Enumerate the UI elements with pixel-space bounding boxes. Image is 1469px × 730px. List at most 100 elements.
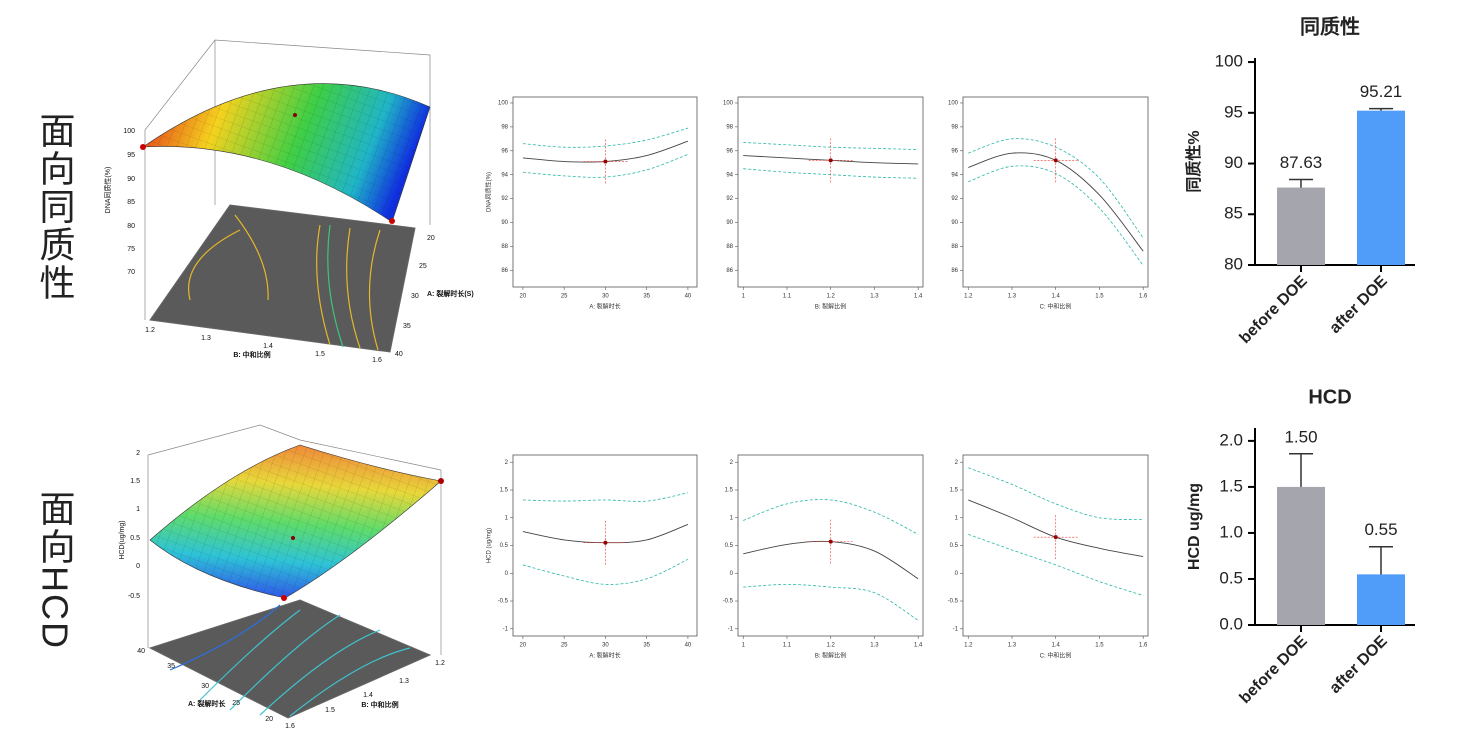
x-tick-label: after DOE [1327, 633, 1391, 697]
y-tick-label: 1.5 [950, 488, 959, 494]
z-tick-label: 1 [136, 506, 140, 513]
x-tick-label: 40 [685, 294, 692, 300]
row-label: 面向HCD [34, 490, 75, 650]
b-tick-label: 1.6 [285, 723, 295, 730]
y-tick-label: 2 [505, 460, 509, 466]
y-tick-label: 2 [955, 460, 959, 466]
x-axis-label: B: 裂解比例 [815, 652, 846, 660]
plot-frame [512, 454, 698, 637]
y-tick-label: 0 [955, 571, 959, 577]
confidence-band [968, 534, 1144, 596]
effect-plot: 1.2 1.3 1.4 1.5 1.6 86 88 90 92 94 96 98 100 C: 中和比例 [948, 96, 1149, 311]
chart-title: HCD [1308, 386, 1351, 408]
y-axis-label: 同质性% [1184, 130, 1203, 192]
b-tick-label: 1.5 [315, 351, 325, 358]
y-tick-label: 85 [1224, 204, 1243, 223]
confidence-band [743, 583, 919, 621]
b-tick-label: 1.6 [372, 357, 382, 364]
confidence-band [968, 467, 1144, 520]
effect-plot: 1 1.1 1.2 1.3 1.4 86 88 90 92 94 96 98 100 B: 裂解比例 [723, 96, 924, 311]
a-tick-label: 20 [427, 235, 435, 242]
y-tick-label: 88 [726, 244, 733, 250]
value-label: 0.55 [1364, 520, 1397, 539]
x-tick-label: 40 [685, 643, 692, 649]
y-tick-label: 1 [730, 515, 734, 521]
error-bar [1289, 178, 1313, 188]
x-tick-label: 1.4 [1052, 643, 1061, 649]
x-tick-label: 1 [742, 643, 746, 649]
effect-plot: 1.2 1.3 1.4 1.5 1.6 -1 -0.5 0 0.5 1 1.5 2 C: 中和比例 [948, 454, 1149, 660]
bar-chart: HCD 0.0 0.5 1.0 1.5 2.0 HCD ug/mg 1.50 before DO… [1186, 386, 1415, 707]
y-tick-label: 98 [501, 124, 508, 130]
a-tick-label: 40 [395, 351, 403, 358]
surface-plot-2 [147, 424, 444, 719]
z-tick-label: 100 [123, 128, 135, 135]
y-tick-label: 80 [1224, 254, 1243, 273]
y-tick-label: 0 [730, 571, 734, 577]
effect-plot: 20 25 30 35 40 86 88 90 92 94 96 98 100 A: 裂解时长 DNA同质性… [485, 96, 698, 311]
x-tick-label: 1.6 [1139, 294, 1148, 300]
y-axis-label: DNA同质性(%) [485, 172, 493, 212]
z-tick-label: 80 [127, 223, 135, 230]
bar-chart: 同质性 80 85 90 95 100 同质性% 87.63 before DOE 95.21 af… [1184, 15, 1415, 347]
y-tick-label: 2.0 [1219, 430, 1243, 449]
y-tick-label: 0.5 [725, 543, 734, 549]
a-axis-label: A: 裂解时长 [188, 699, 226, 708]
y-tick-label: 90 [951, 220, 958, 226]
y-tick-label: 96 [726, 148, 733, 154]
y-tick-label: 95 [1224, 102, 1243, 121]
y-tick-label: 96 [501, 148, 508, 154]
z-tick-label: 2 [136, 450, 140, 457]
plot-frame [962, 454, 1149, 637]
a-tick-label: 25 [419, 263, 427, 270]
y-tick-label: 90 [1224, 153, 1243, 172]
y-tick-label: 100 [498, 101, 509, 107]
x-axis-label: A: 裂解时长 [589, 652, 620, 660]
x-tick-label: after DOE [1327, 273, 1391, 337]
y-tick-label: 98 [726, 124, 733, 130]
y-tick-label: 92 [501, 196, 508, 202]
x-tick-label: 1.1 [783, 643, 792, 649]
x-tick-label: 1.5 [1095, 294, 1104, 300]
b-axis-label: B: 中和比例 [361, 700, 398, 709]
y-tick-label: 90 [726, 220, 733, 226]
x-tick-label: before DOE [1237, 273, 1312, 348]
b-tick-label: 1.2 [145, 327, 155, 334]
y-tick-label: 0 [505, 571, 509, 577]
confidence-band [522, 559, 689, 585]
y-tick-label: 1.5 [500, 488, 509, 494]
b-tick-label: 1.2 [435, 660, 445, 667]
x-tick-label: 1.4 [1052, 294, 1061, 300]
y-tick-label: 92 [951, 196, 958, 202]
x-tick-label: 1 [742, 294, 746, 300]
y-tick-label: -0.5 [498, 599, 509, 605]
y-tick-label: 96 [951, 148, 958, 154]
x-tick-label: 1.2 [827, 643, 836, 649]
x-tick-label: 30 [602, 294, 609, 300]
b-tick-label: 1.4 [263, 343, 273, 350]
b-tick-label: 1.3 [201, 335, 211, 342]
a-axis-label: A: 裂解时长(S) [427, 289, 474, 298]
y-tick-label: 88 [501, 244, 508, 250]
y-tick-label: 94 [501, 172, 508, 178]
plot-frame [962, 96, 1149, 288]
current-point [1053, 158, 1058, 163]
y-tick-label: 86 [726, 268, 733, 274]
bar [1277, 187, 1325, 265]
y-tick-label: 94 [726, 172, 733, 178]
confidence-band [522, 127, 689, 148]
effect-plot: 1 1.1 1.2 1.3 1.4 -1 -0.5 0 0.5 1 1.5 2 B: 裂解比例 [723, 454, 924, 660]
y-axis-label: HCD (ug/mg) [487, 528, 493, 563]
plot-frame [512, 96, 698, 288]
bar [1357, 110, 1405, 265]
y-tick-label: 98 [951, 124, 958, 130]
y-tick-label: 86 [951, 268, 958, 274]
z-tick-label: 95 [127, 152, 135, 159]
a-tick-label: 35 [167, 663, 175, 670]
value-label: 95.21 [1360, 82, 1403, 101]
x-axis-label: A: 裂解时长 [589, 303, 620, 311]
y-tick-label: 88 [951, 244, 958, 250]
a-tick-label: 30 [411, 293, 419, 300]
